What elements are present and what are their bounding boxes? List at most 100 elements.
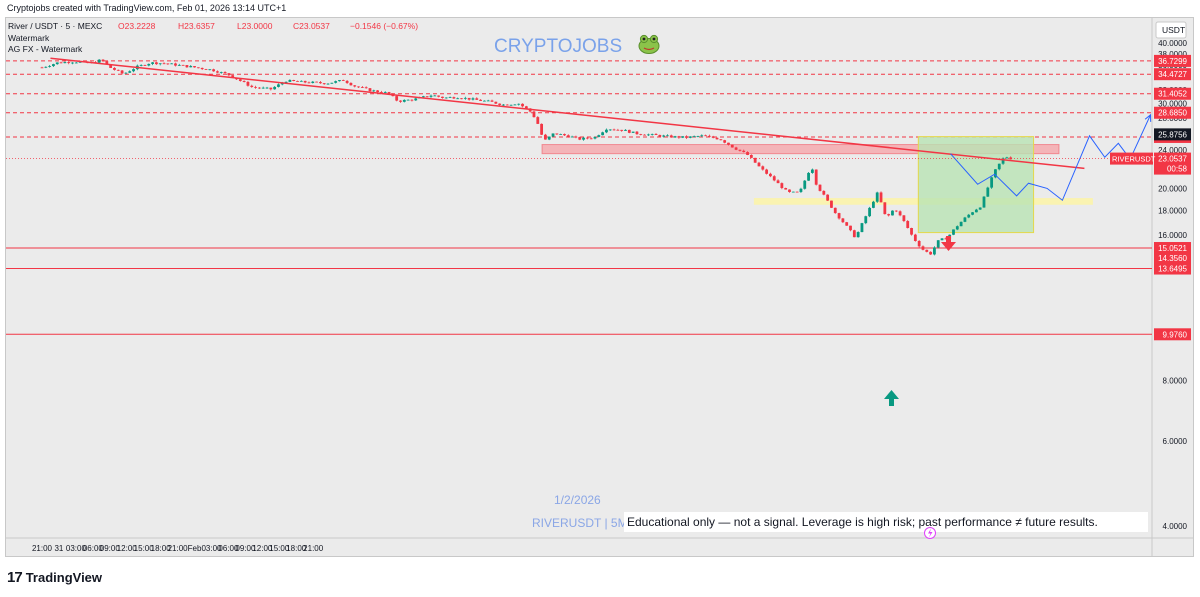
time-tick-label: 21:00 [168, 544, 189, 553]
candle [738, 149, 742, 151]
indicator-watermark[interactable]: Watermark [8, 33, 50, 43]
tradingview-logo[interactable]: 17 TradingView [7, 569, 102, 586]
candle [421, 96, 425, 98]
candle [448, 97, 452, 98]
candle [929, 251, 933, 255]
candle [307, 82, 311, 84]
symbol-name[interactable]: River / USDT · 5 · MEXC [8, 21, 102, 31]
candle [810, 169, 814, 173]
candle [711, 136, 715, 138]
candle [612, 129, 616, 131]
level-price-tag[interactable] [1154, 87, 1191, 100]
candle [650, 133, 654, 135]
candle [319, 82, 322, 84]
candle [761, 166, 765, 170]
candle [250, 85, 254, 87]
candle [109, 64, 113, 68]
candle [269, 87, 273, 90]
candle [147, 63, 151, 66]
watermark-title: CRYPTOJOBS [494, 36, 622, 57]
candle [303, 80, 307, 83]
disclaimer-text: Educational only — not a signal. Leverag… [627, 515, 1098, 529]
indicator-agfx-watermark[interactable]: AG FX - Watermark [8, 44, 83, 54]
candle [372, 90, 376, 92]
candle [280, 83, 284, 85]
level-price-tag[interactable] [1154, 106, 1191, 119]
candle [444, 97, 448, 99]
last-price-tag[interactable] [1154, 152, 1191, 175]
candle [913, 234, 917, 241]
candle [559, 134, 563, 135]
candle [113, 67, 116, 70]
time-tick-label: 12:00 [117, 544, 138, 553]
price-tag[interactable] [1154, 251, 1191, 264]
price-tick-label: 6.0000 [1163, 437, 1188, 446]
candle [193, 66, 196, 68]
time-tick-label: 18:00 [151, 544, 172, 553]
level-price-tag[interactable] [1154, 328, 1191, 341]
candle [166, 63, 170, 65]
level-price-tag[interactable] [1154, 54, 1191, 67]
time-tick-label: 06:00 [218, 544, 239, 553]
price-tick-label: 24.0000 [1158, 146, 1187, 155]
candle [772, 176, 776, 181]
candle [410, 99, 414, 101]
time-tick-label: 15:00 [134, 544, 155, 553]
target-box[interactable] [917, 136, 1035, 234]
candle [955, 226, 959, 230]
candle [578, 137, 582, 140]
frog-icon [638, 34, 660, 54]
candle [475, 98, 479, 100]
candle [643, 134, 646, 136]
time-tick-label: 21:00 [303, 544, 324, 553]
candle [891, 210, 894, 216]
candle [879, 192, 883, 203]
candle [727, 142, 730, 145]
level-price-tag[interactable] [1154, 242, 1191, 255]
resistance-zone[interactable] [541, 144, 1060, 155]
candle [78, 61, 82, 63]
level-price-tag[interactable] [1154, 68, 1191, 81]
candle [620, 129, 624, 131]
candle [616, 129, 620, 131]
buy-arrow-icon [884, 390, 899, 406]
candle [231, 75, 235, 78]
currency-button[interactable] [1155, 21, 1187, 39]
price-chart[interactable]: 40.000038.000036.000034.000032.000030.00… [6, 18, 1193, 556]
candle [654, 133, 658, 135]
candle [681, 136, 685, 138]
candle [833, 207, 837, 214]
time-tick-label: 15:00 [269, 544, 290, 553]
level-price-tag[interactable] [1154, 262, 1191, 275]
candle [868, 207, 871, 217]
candle [883, 202, 887, 215]
candle [357, 86, 360, 88]
candle [677, 136, 681, 138]
candle [162, 63, 166, 65]
candle [627, 129, 631, 133]
currency-button-label: USDT [1162, 25, 1185, 35]
projection-path[interactable] [950, 114, 1151, 202]
symbol-tag[interactable] [1110, 152, 1153, 165]
candle [646, 134, 650, 136]
candle [769, 173, 772, 177]
candle [921, 246, 925, 250]
candle [551, 133, 555, 137]
trendline[interactable] [50, 57, 1085, 170]
candle [334, 81, 338, 83]
candle [227, 73, 231, 76]
candle [585, 137, 589, 139]
lightning-event-icon[interactable] [924, 527, 936, 539]
candle [494, 101, 498, 104]
candle [570, 136, 574, 138]
candle [502, 104, 505, 106]
candle [597, 135, 601, 137]
candle [460, 98, 463, 100]
price-tag[interactable] [1154, 128, 1191, 141]
candle [59, 62, 63, 64]
candle [486, 100, 490, 102]
ohlc-open: O23.2228 [118, 21, 156, 31]
candle [196, 67, 200, 69]
chart-frame[interactable]: 40.000038.000036.000034.000032.000030.00… [5, 17, 1194, 557]
candle [463, 97, 467, 99]
